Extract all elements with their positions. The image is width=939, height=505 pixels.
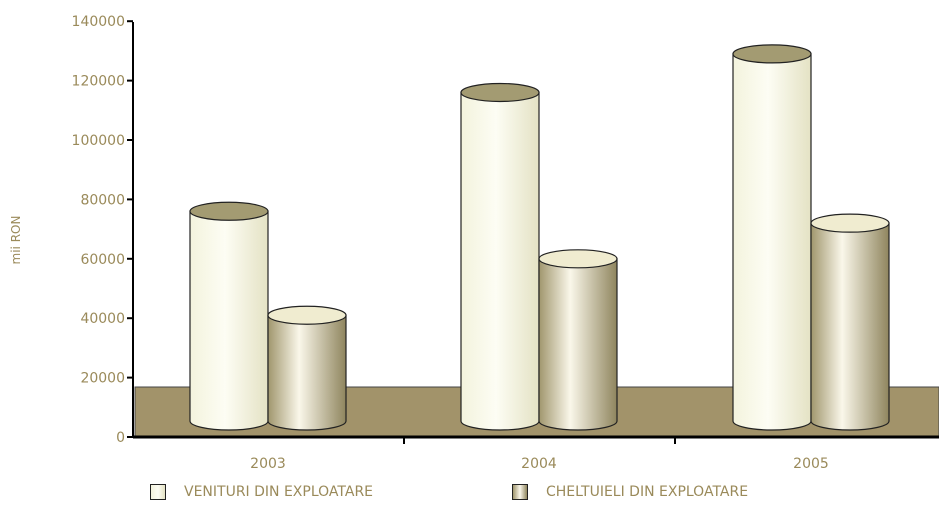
bar-venituri-2003 xyxy=(189,201,269,431)
y-tick-label: 20000 xyxy=(80,371,125,387)
bar-top xyxy=(189,201,269,221)
bar-body xyxy=(189,210,269,431)
y-tick-label: 80000 xyxy=(80,192,125,208)
x-tick-label: 2004 xyxy=(521,456,557,472)
legend-swatch-veniturti xyxy=(150,484,166,500)
y-axis-label: mii RON xyxy=(9,216,23,265)
y-tick-label: 140000 xyxy=(72,14,125,30)
bar-cheltuieli-2004 xyxy=(538,249,618,431)
bar-body xyxy=(732,53,812,431)
y-tick-label: 100000 xyxy=(72,133,125,149)
bar-body xyxy=(267,314,347,431)
legend-item-cheltuieli: CHELTUIELI DIN EXPLOATARE xyxy=(512,482,748,502)
bar-top xyxy=(810,213,890,233)
y-tick-label: 120000 xyxy=(72,74,125,90)
y-tick-label: 40000 xyxy=(80,311,125,327)
bar-body xyxy=(460,91,540,431)
bar-top xyxy=(267,305,347,325)
y-tick-label: 0 xyxy=(116,430,125,446)
bar-venituri-2004 xyxy=(460,82,540,431)
bar-top xyxy=(732,44,812,64)
bar-cheltuieli-2005 xyxy=(810,213,890,431)
legend-label-veniturti: VENITURI DIN EXPLOATARE xyxy=(184,484,374,500)
bar-body xyxy=(538,258,618,431)
bar-cheltuieli-2003 xyxy=(267,305,347,431)
bar-top xyxy=(460,82,540,103)
legend-label-cheltuieli: CHELTUIELI DIN EXPLOATARE xyxy=(546,484,749,500)
legend-item-veniturti: VENITURI DIN EXPLOATARE xyxy=(150,482,373,502)
x-tick-label: 2005 xyxy=(793,456,829,472)
bar-venituri-2005 xyxy=(732,44,812,431)
x-tick-label: 2003 xyxy=(250,456,286,472)
bar-top xyxy=(538,249,618,269)
legend-swatch-cheltuieli xyxy=(512,484,528,500)
y-tick-label: 60000 xyxy=(80,252,125,268)
bar-body xyxy=(810,222,890,431)
